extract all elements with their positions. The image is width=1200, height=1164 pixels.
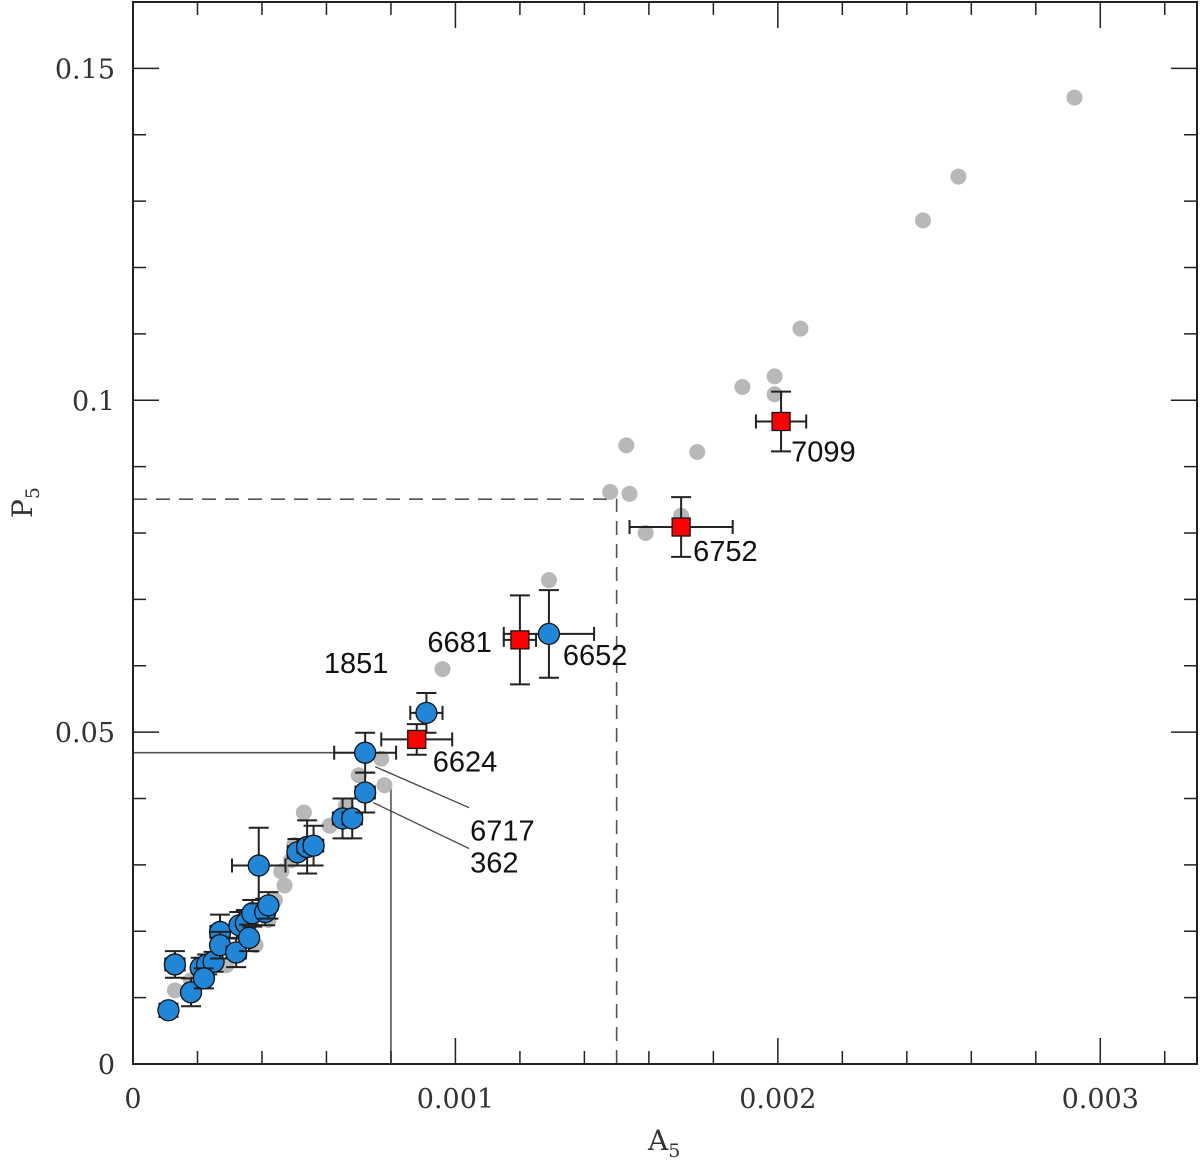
blue-point-group: 1851: [324, 648, 444, 734]
blue-point: [192, 967, 216, 990]
background-point: [373, 750, 390, 767]
blue-point-group: [157, 999, 180, 1022]
point-label: 6717: [470, 816, 535, 848]
background-point: [166, 982, 183, 999]
point-label: 362: [470, 848, 518, 880]
x-tick-label: 0.001: [417, 1084, 494, 1115]
background-point: [540, 572, 557, 589]
blue-point-group: 6717: [333, 731, 535, 848]
blue-point: [537, 622, 561, 646]
y-tick-label: 0.1: [72, 386, 115, 417]
red-point-group: 6752: [628, 496, 758, 568]
point-label: 6624: [433, 746, 498, 778]
blue-point-group: [179, 977, 203, 1008]
background-point: [637, 525, 654, 541]
blue-point-group: [230, 826, 287, 905]
leader-line: [374, 766, 470, 809]
x-tick-label: 0.002: [739, 1084, 816, 1115]
background-point: [618, 437, 635, 454]
y-tick-label: 0.05: [55, 718, 115, 749]
red-point-group: 7099: [754, 390, 856, 468]
background-point: [276, 877, 293, 894]
y-axis-label: P5: [6, 487, 44, 518]
blue-point: [353, 741, 377, 764]
blue-point: [179, 981, 203, 1004]
blue-point: [302, 834, 325, 857]
background-point: [376, 777, 393, 794]
background-point: [734, 378, 751, 395]
red-square-point: [671, 517, 691, 537]
background-point: [350, 767, 367, 784]
blue-point-group: 6652: [502, 589, 628, 679]
background-point: [434, 661, 451, 678]
point-label: 1851: [324, 648, 389, 680]
red-point-group: 6681: [427, 594, 538, 686]
blue-point-group: [257, 891, 280, 920]
background-point: [914, 212, 931, 229]
red-square-point: [510, 630, 530, 650]
y-tick-label: 0.15: [55, 54, 115, 85]
x-axis-label: A5: [647, 1124, 680, 1162]
blue-point: [225, 941, 248, 964]
x-tick-label: 0: [124, 1084, 141, 1115]
y-tick-label: 0: [98, 1050, 115, 1081]
blue-point: [163, 953, 187, 976]
red-square-point: [407, 729, 427, 750]
point-label: 7099: [791, 436, 856, 468]
background-point: [1066, 89, 1083, 106]
background-point: [792, 320, 809, 337]
background-point: [295, 804, 312, 821]
blue-point-group: [302, 824, 325, 867]
point-label: 6752: [693, 536, 758, 568]
blue-point: [237, 926, 261, 950]
background-point: [602, 483, 619, 500]
blue-point: [247, 854, 270, 877]
background-point: [766, 368, 783, 385]
blue-point-group: [192, 967, 216, 990]
point-label: 6681: [427, 627, 492, 659]
blue-point-group: [237, 923, 261, 953]
blue-point: [353, 781, 377, 804]
background-point: [621, 485, 638, 502]
x-tick-label: 0.003: [1062, 1084, 1139, 1115]
axes: 0 0.001 0.002 0.003 0 0.05 0.1 0.15: [55, 1, 1198, 1115]
point-label: 6652: [563, 640, 628, 672]
red-square-point: [771, 411, 791, 432]
blue-point-group: [163, 950, 187, 979]
leader-line: [372, 801, 470, 850]
blue-point: [257, 894, 280, 917]
blue-point: [157, 999, 180, 1022]
background-point: [689, 444, 706, 461]
plot-frame: [132, 1, 1198, 1065]
reference-lines: [133, 498, 618, 1064]
background-point: [766, 386, 783, 403]
red-point-group: 6624: [380, 723, 498, 778]
blue-point: [341, 807, 364, 830]
background-point: [950, 168, 967, 185]
background-points: [166, 89, 1083, 999]
blue-point: [415, 701, 438, 725]
blue-point-group: 362: [353, 771, 519, 880]
